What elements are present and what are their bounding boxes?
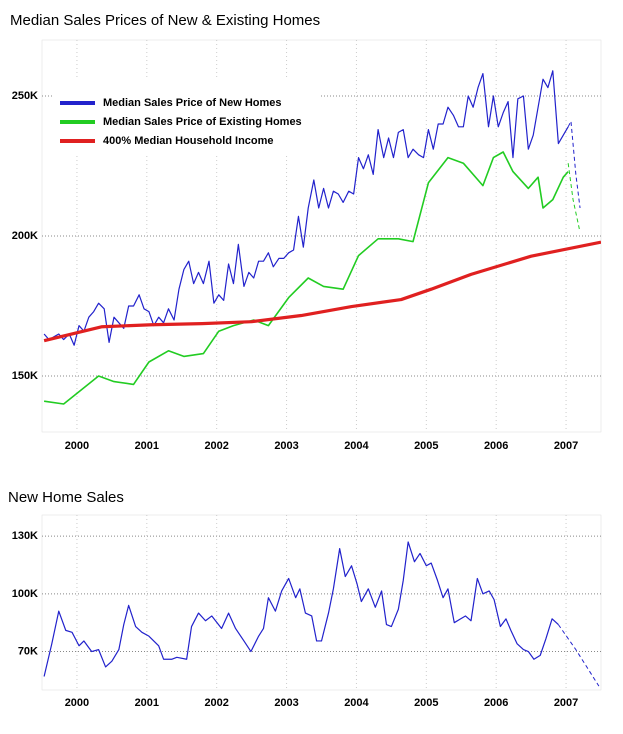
x-tick-label: 2006: [484, 697, 508, 709]
x-tick-label: 2002: [204, 697, 228, 709]
y-tick-label: 150K: [12, 370, 38, 382]
x-tick-label: 2005: [414, 697, 438, 709]
series-line: [43, 541, 559, 677]
x-tick-label: 2000: [65, 440, 89, 452]
x-tick-label: 2007: [554, 697, 578, 709]
x-tick-label: 2005: [414, 440, 438, 452]
plot-area: [41, 514, 602, 691]
x-tick-label: 2001: [135, 697, 159, 709]
y-tick-label: 250K: [12, 90, 38, 102]
series-line: [43, 151, 569, 405]
x-tick-label: 2003: [274, 697, 298, 709]
x-tick-label: 2004: [344, 697, 369, 709]
legend-box: [52, 80, 320, 155]
series-line: [43, 70, 569, 346]
chart-title: Median Sales Prices of New & Existing Ho…: [10, 12, 320, 29]
legend-label: Median Sales Price of New Homes: [103, 97, 282, 109]
x-tick-label: 2006: [484, 440, 508, 452]
y-tick-label: 130K: [12, 530, 38, 542]
legend-label: Median Sales Price of Existing Homes: [103, 116, 302, 128]
x-tick-label: 2007: [554, 440, 578, 452]
x-tick-label: 2000: [65, 697, 89, 709]
chart-title: New Home Sales: [8, 489, 124, 506]
series-line: [567, 163, 580, 230]
y-tick-label: 200K: [12, 230, 38, 242]
legend-label: 400% Median Household Income: [103, 135, 274, 147]
series-line: [567, 120, 581, 209]
y-tick-label: 70K: [18, 645, 38, 657]
x-tick-label: 2002: [204, 440, 228, 452]
x-tick-label: 2001: [135, 440, 159, 452]
y-tick-label: 100K: [12, 588, 38, 600]
x-tick-label: 2003: [274, 440, 298, 452]
series-line: [557, 624, 600, 687]
x-tick-label: 2004: [344, 440, 369, 452]
series-line: [43, 240, 601, 343]
